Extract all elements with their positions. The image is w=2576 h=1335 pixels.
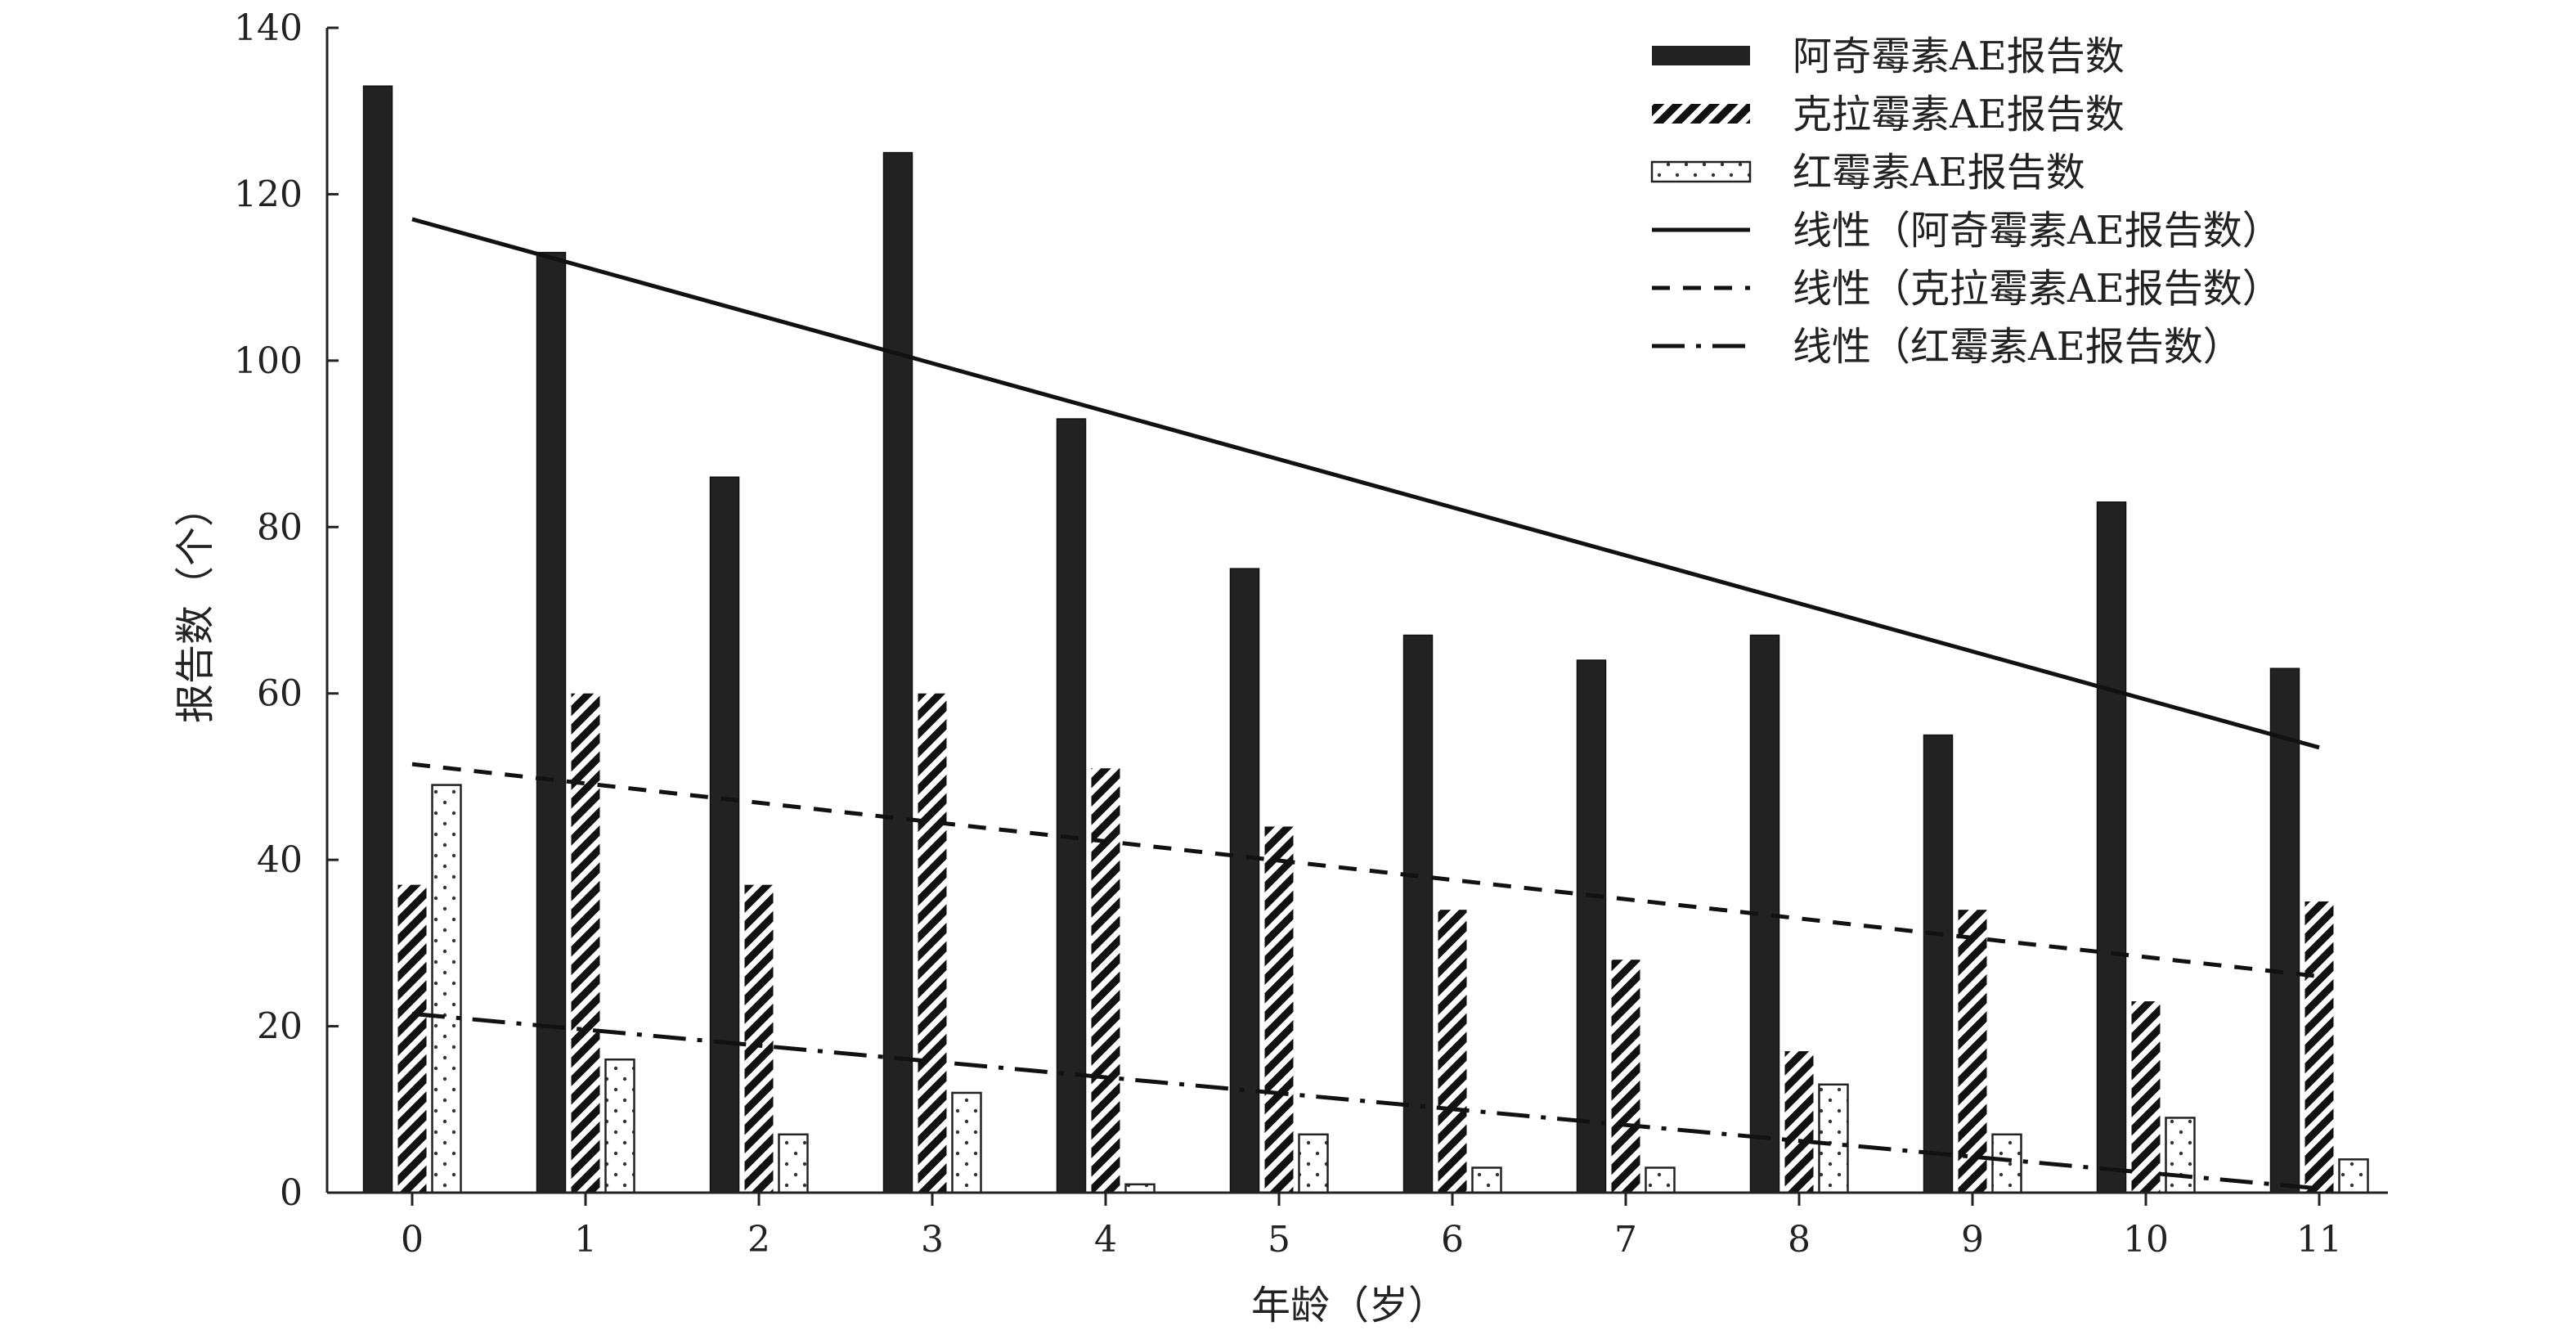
bar-series-3-10 — [2165, 1117, 2196, 1194]
bar-series-2-2 — [744, 884, 774, 1193]
y-tick-label: 120 — [234, 173, 303, 215]
bar-series-1-1 — [536, 251, 567, 1193]
y-tick-label: 100 — [234, 340, 303, 382]
bar-series-1-5 — [1229, 568, 1260, 1193]
bar-series-3-2 — [778, 1133, 809, 1194]
x-tick-label: 0 — [401, 1219, 424, 1261]
y-tick-label: 40 — [257, 839, 303, 881]
bar-series-3-7 — [1645, 1166, 1676, 1194]
bar-series-1-3 — [882, 151, 913, 1193]
legend-label-trendline-2: 线性（克拉霉素AE报告数） — [1793, 266, 2282, 312]
legend-label-series-1: 阿奇霉素AE报告数 — [1793, 34, 2125, 79]
legend-label-trendline-3: 线性（红霉素AE报告数） — [1793, 324, 2242, 370]
bar-series-2-6 — [1438, 910, 1467, 1193]
bar-series-3-5 — [1298, 1133, 1329, 1194]
trendline-3 — [411, 1011, 2320, 1191]
bar-series-3-9 — [1991, 1133, 2022, 1194]
x-tick-label: 2 — [747, 1219, 770, 1261]
bar-series-2-0 — [397, 884, 427, 1193]
x-tick-label: 9 — [1961, 1219, 1984, 1261]
bar-series-2-5 — [1264, 826, 1294, 1193]
x-tick-label: 8 — [1788, 1219, 1811, 1261]
bar-series-1-6 — [1402, 634, 1434, 1193]
y-tick-label: 20 — [257, 1006, 303, 1048]
legend-label-trendline-1: 线性（阿奇霉素AE报告数） — [1793, 208, 2282, 254]
legend-label-series-2: 克拉霉素AE报告数 — [1793, 92, 2125, 137]
bar-series-1-10 — [2096, 501, 2127, 1193]
legend-label-series-3: 红霉素AE报告数 — [1793, 150, 2085, 196]
y-tick-label: 140 — [234, 7, 303, 49]
bar-series-2-8 — [1784, 1051, 1814, 1193]
bar-series-2-10 — [2131, 1001, 2161, 1193]
bar-series-3-0 — [431, 784, 462, 1194]
x-axis-title: 年龄（岁） — [1251, 1283, 1447, 1328]
y-axis-title: 报告数（个） — [173, 488, 218, 723]
bar-series-2-1 — [571, 693, 600, 1193]
y-tick-label: 0 — [280, 1172, 303, 1214]
bar-series-3-4 — [1124, 1183, 1156, 1194]
bar-series-2-9 — [1958, 910, 1987, 1193]
x-tick-label: 4 — [1094, 1219, 1117, 1261]
x-tick-label: 10 — [2123, 1219, 2169, 1261]
x-tick-label: 7 — [1614, 1219, 1637, 1261]
y-tick-label: 60 — [257, 673, 303, 715]
x-tick-label: 5 — [1268, 1219, 1290, 1261]
bar-series-1-7 — [1576, 659, 1607, 1193]
x-tick-label: 6 — [1441, 1219, 1464, 1261]
y-tick-label: 80 — [257, 506, 303, 548]
x-tick-label: 1 — [574, 1219, 597, 1261]
plot-area: 0 20 40 60 80 100 120 140 0 1 2 3 4 5 6 7 8 9 10 11 — [234, 7, 2388, 1261]
bar-series-1-2 — [709, 476, 740, 1193]
x-tick-label: 11 — [2296, 1219, 2342, 1261]
trendline-1 — [411, 217, 2320, 750]
bar-series-2-4 — [1091, 768, 1120, 1193]
bar-series-3-6 — [1471, 1166, 1502, 1194]
bar-series-3-11 — [2338, 1158, 2369, 1194]
x-tick-label: 3 — [921, 1219, 944, 1261]
bar-series-3-3 — [951, 1091, 982, 1194]
bar-series-1-0 — [362, 85, 393, 1193]
bar-series-3-1 — [604, 1059, 635, 1194]
bar-series-2-11 — [2304, 901, 2334, 1193]
legend-swatch-series-1 — [1652, 46, 1750, 65]
legend-swatch-series-2 — [1652, 104, 1750, 124]
bar-series-2-7 — [1611, 960, 1640, 1193]
bar-series-1-11 — [2269, 668, 2300, 1193]
bar-series-3-8 — [1818, 1083, 1849, 1194]
trendline-2 — [411, 762, 2320, 979]
bar-series-1-9 — [1923, 734, 1954, 1193]
legend-swatch-series-3 — [1650, 160, 1752, 183]
bar-series-2-3 — [918, 693, 947, 1193]
